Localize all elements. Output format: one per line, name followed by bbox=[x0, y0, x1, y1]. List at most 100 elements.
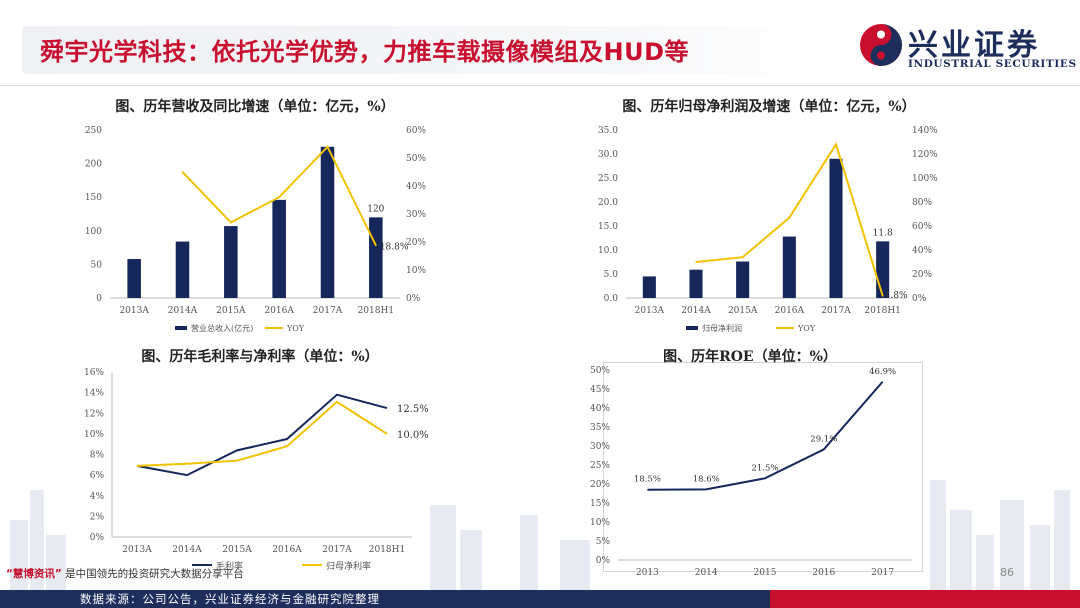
y2-tick-label: 50% bbox=[406, 154, 426, 164]
y2-tick-label: 10% bbox=[406, 266, 426, 276]
y-tick-label: 100 bbox=[85, 227, 102, 237]
y-tick-label: 35.0 bbox=[598, 126, 618, 136]
bar bbox=[642, 276, 656, 298]
y-tick-label: 0% bbox=[90, 533, 105, 543]
legend-swatch-bar bbox=[175, 326, 187, 330]
y-tick-label: 30.0 bbox=[598, 150, 618, 160]
bar bbox=[736, 261, 750, 298]
y-tick-label: 5.0 bbox=[604, 270, 619, 280]
y2-tick-label: 0% bbox=[406, 294, 421, 304]
y-tick-label: 2% bbox=[90, 512, 105, 522]
legend-label: YOY bbox=[286, 324, 305, 333]
line-point bbox=[278, 196, 280, 198]
bar bbox=[272, 199, 286, 298]
x-tick-label: 2018H1 bbox=[864, 306, 900, 316]
y-tick-label: 4% bbox=[90, 492, 105, 502]
bar bbox=[782, 236, 796, 298]
line-point bbox=[741, 256, 744, 258]
y-tick-label: 0% bbox=[596, 556, 611, 566]
line-point bbox=[326, 146, 329, 148]
x-tick-label: 2013A bbox=[635, 306, 665, 316]
legend-label: 归母净利率 bbox=[326, 560, 371, 572]
x-tick-label: 2014 bbox=[695, 568, 718, 578]
series-line bbox=[136, 393, 388, 477]
y-tick-label: 45% bbox=[590, 385, 610, 395]
y-tick-label: 14% bbox=[84, 389, 104, 399]
bar bbox=[876, 241, 890, 298]
y2-tick-label: 40% bbox=[406, 182, 426, 192]
x-tick-label: 2015 bbox=[754, 568, 777, 578]
y-tick-label: 6% bbox=[90, 471, 105, 481]
chart-title: 图、历年归母净利润及增速（单位：亿元，%） bbox=[622, 99, 916, 115]
watermark-text: 是中国领先的投资研究大数据分享平台 bbox=[65, 568, 244, 580]
x-tick-label: 2016 bbox=[812, 568, 835, 578]
y2-tick-label: 30% bbox=[406, 210, 426, 220]
brand-name-cn: 兴业证券 bbox=[908, 28, 1040, 63]
x-tick-label: 2015A bbox=[216, 306, 246, 316]
x-tick-label: 2017A bbox=[821, 306, 851, 316]
y2-tick-label: 20% bbox=[912, 270, 932, 280]
footer-bar bbox=[0, 590, 1080, 608]
x-tick-label: 2018H1 bbox=[358, 306, 394, 316]
y-tick-label: 15.0 bbox=[598, 222, 618, 232]
line-point bbox=[181, 171, 184, 173]
y-tick-label: 50 bbox=[91, 260, 103, 270]
y-tick-label: 16% bbox=[84, 368, 104, 378]
title-bar bbox=[22, 26, 834, 74]
y2-tick-label: 100% bbox=[912, 174, 938, 184]
y2-tick-label: 40% bbox=[912, 246, 932, 256]
y-tick-label: 20% bbox=[590, 480, 610, 490]
y-tick-label: 200 bbox=[85, 160, 102, 170]
net-profit-chart: 图、历年归母净利润及增速（单位：亿元，%） 2013A 2014A 2015A 201… bbox=[574, 92, 964, 342]
revenue-chart-svg: 2013A 2014A 2015A 2016A 2017A 2018H1 0 50 100 150… bbox=[85, 126, 427, 333]
line-point bbox=[788, 216, 791, 219]
y-tick-label: 30% bbox=[590, 442, 610, 452]
series-line bbox=[647, 381, 884, 491]
chart-title: 图、历年ROE（单位：%） bbox=[663, 349, 837, 365]
x-tick-label: 2013A bbox=[122, 545, 152, 555]
margin-chart: 图、历年毛利率与净利率（单位：%） 2013A 2014A 2015A 2016A 20… bbox=[60, 342, 460, 580]
y-tick-label: 25% bbox=[590, 461, 610, 471]
x-tick-label: 2017A bbox=[313, 306, 343, 316]
bar bbox=[320, 146, 335, 298]
data-label: 18.5% bbox=[634, 475, 661, 485]
y-tick-label: 50% bbox=[590, 366, 610, 376]
data-label: 120 bbox=[367, 204, 384, 214]
footer-bar-red bbox=[770, 590, 1080, 608]
brand-logo: 兴业证券 INDUSTRIAL SECURITIES bbox=[858, 16, 1076, 74]
data-label: 18.6% bbox=[693, 474, 720, 484]
net-profit-chart-svg: 2013A 2014A 2015A 2016A 2017A 2018H1 0.0 5.0 10.… bbox=[598, 126, 938, 333]
line-point bbox=[375, 244, 377, 247]
roe-chart-frame bbox=[603, 362, 923, 572]
y-tick-label: 250 bbox=[85, 126, 102, 136]
skyline-decoration bbox=[10, 480, 1070, 590]
y-tick-label: 0.0 bbox=[604, 294, 619, 304]
roe-chart-svg: 2013 2014 2015 2016 2017 0% 5% 10% 15% 20% 25% 30% 3… bbox=[590, 366, 912, 578]
data-label: 46.9% bbox=[869, 367, 896, 377]
y-tick-label: 10% bbox=[590, 518, 610, 528]
x-tick-label: 2014A bbox=[168, 306, 198, 316]
y-tick-label: 25.0 bbox=[598, 174, 618, 184]
data-source: 数据来源：公司公告，兴业证券经济与金融研究院整理 bbox=[80, 592, 380, 606]
y-tick-label: 0 bbox=[96, 294, 102, 304]
legend-swatch-bar bbox=[686, 326, 698, 330]
brand-name-en: INDUSTRIAL SECURITIES bbox=[908, 58, 1077, 70]
page-title: 舜宇光学科技：依托光学优势，力推车载摄像模组及HUD等 bbox=[40, 38, 689, 66]
y-tick-label: 150 bbox=[85, 193, 102, 203]
y-tick-label: 35% bbox=[590, 423, 610, 433]
x-tick-label: 2014A bbox=[172, 545, 202, 555]
footer-bar-navy bbox=[0, 590, 770, 608]
x-tick-label: 2016A bbox=[264, 306, 294, 316]
chart-title: 图、历年营收及同比增速（单位：亿元，%） bbox=[115, 99, 395, 115]
bar bbox=[689, 269, 703, 298]
y2-tick-label: 140% bbox=[912, 126, 938, 136]
x-tick-label: 2013 bbox=[636, 568, 659, 578]
data-label: 11.8 bbox=[873, 228, 893, 238]
data-label: 12.5% bbox=[397, 404, 429, 415]
revenue-chart: 图、历年营收及同比增速（单位：亿元，%） 2013A 2014A 2015A 2016… bbox=[60, 92, 450, 342]
watermark: “慧博资讯” 是中国领先的投资研究大数据分享平台 bbox=[6, 566, 244, 581]
data-label: 18.8% bbox=[380, 242, 409, 252]
x-tick-label: 2017 bbox=[871, 568, 894, 578]
line-point bbox=[835, 143, 837, 146]
legend-label: 营业总收入(亿元) bbox=[191, 323, 253, 333]
